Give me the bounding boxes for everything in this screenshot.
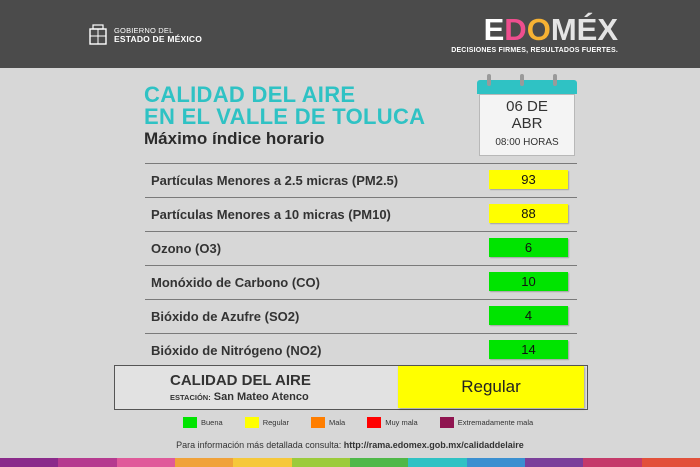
- stripe-segment: [524, 458, 584, 467]
- legend-swatch: [244, 417, 259, 428]
- pollutant-label: Bióxido de Nitrógeno (NO2): [151, 343, 322, 358]
- calendar-ring-icon: [553, 74, 557, 86]
- gov-line2: ESTADO DE MÉXICO: [114, 34, 203, 44]
- calendar-hour: 08:00 HORAS: [495, 137, 559, 148]
- pollutant-value: 88: [489, 204, 568, 223]
- air-quality-summary: CALIDAD DEL AIRE ESTACIÓN: San Mateo Ate…: [114, 365, 588, 410]
- footer-prefix: Para información más detallada consulta:: [176, 440, 342, 450]
- pollutant-row: Monóxido de Carbono (CO) 10: [145, 265, 577, 299]
- legend-label: Extremadamente mala: [457, 418, 534, 427]
- calendar-day: 06 DE: [506, 98, 548, 115]
- pollutant-label: Ozono (O3): [151, 241, 222, 256]
- pollutant-value: 10: [489, 272, 568, 291]
- stripe-segment: [116, 458, 175, 467]
- legend-label: Muy mala: [385, 418, 418, 427]
- gov-line1: GOBIERNO DEL: [114, 26, 174, 35]
- pollutant-row: Partículas Menores a 2.5 micras (PM2.5) …: [145, 163, 577, 197]
- header-bar: GOBIERNO DEL ESTADO DE MÉXICO EDOMÉX DEC…: [0, 0, 700, 68]
- title-line1: CALIDAD DEL AIRE: [144, 82, 356, 107]
- pollutant-row: Bióxido de Azufre (SO2) 4: [145, 299, 577, 333]
- legend-swatch: [367, 417, 382, 428]
- pollutant-row: Bióxido de Nitrógeno (NO2) 14: [145, 333, 577, 367]
- legend-item: Muy mala: [367, 417, 418, 428]
- pollutant-value: 93: [489, 170, 568, 189]
- state-crest-icon: [89, 24, 107, 45]
- stripe-segment: [349, 458, 409, 467]
- stripe-segment: [0, 458, 59, 467]
- calendar-header: [477, 80, 577, 94]
- legend-item: Buena: [183, 417, 223, 428]
- footer-info: Para información más detallada consulta:…: [0, 440, 700, 450]
- pollutant-value: 6: [489, 238, 568, 257]
- pollutant-row: Partículas Menores a 10 micras (PM10) 88: [145, 197, 577, 231]
- color-stripe: [0, 458, 700, 467]
- legend-swatch: [439, 417, 454, 428]
- pollutant-value: 4: [489, 306, 568, 325]
- legend-label: Buena: [201, 418, 223, 427]
- brand-letter-d: D: [504, 12, 527, 47]
- stripe-segment: [583, 458, 642, 467]
- station-name: San Mateo Atenco: [213, 391, 309, 403]
- calendar-ring-icon: [520, 74, 524, 86]
- quality-legend: Buena Regular Mala Muy mala Extremadamen…: [183, 417, 533, 428]
- legend-item: Regular: [244, 417, 289, 428]
- edomex-wordmark: EDOMÉX: [451, 14, 618, 46]
- brand-letter-o: O: [526, 12, 551, 47]
- edomex-logo: EDOMÉX DECISIONES FIRMES, RESULTADOS FUE…: [451, 14, 618, 55]
- stripe-segment: [466, 458, 525, 467]
- brand-tagline: DECISIONES FIRMES, RESULTADOS FUERTES.: [451, 47, 618, 54]
- brand-letters-mex: MÉX: [550, 12, 618, 47]
- government-name: GOBIERNO DEL ESTADO DE MÉXICO: [114, 26, 202, 44]
- page-title: CALIDAD DEL AIRE EN EL VALLE DE TOLUCA M…: [144, 84, 425, 149]
- calendar-body: 06 DE ABR 08:00 HORAS: [479, 94, 575, 156]
- pollutant-value: 14: [489, 340, 568, 359]
- pollutant-label: Bióxido de Azufre (SO2): [151, 309, 300, 324]
- stripe-segment: [58, 458, 117, 467]
- stripe-segment: [408, 458, 467, 467]
- government-logo: GOBIERNO DEL ESTADO DE MÉXICO: [88, 24, 202, 46]
- pollutant-table: Partículas Menores a 2.5 micras (PM2.5) …: [145, 163, 577, 367]
- title-line2: EN EL VALLE DE TOLUCA: [144, 104, 426, 129]
- brand-letter-e: E: [483, 12, 505, 47]
- pollutant-label: Partículas Menores a 10 micras (PM10): [151, 207, 391, 222]
- stripe-segment: [174, 458, 234, 467]
- legend-label: Mala: [328, 418, 346, 427]
- pollutant-row: Ozono (O3) 6: [145, 231, 577, 265]
- station-label: ESTACIÓN:: [170, 393, 211, 402]
- legend-item: Mala: [310, 417, 346, 428]
- legend-swatch: [310, 417, 325, 428]
- stripe-segment: [641, 458, 700, 467]
- quality-badge: Regular: [398, 366, 584, 408]
- legend-item: Extremadamente mala: [439, 417, 534, 428]
- stripe-segment: [233, 458, 292, 467]
- date-calendar: 06 DE ABR 08:00 HORAS: [477, 74, 577, 156]
- calendar-ring-icon: [487, 74, 491, 86]
- stripe-segment: [291, 458, 350, 467]
- summary-title: CALIDAD DEL AIRE: [170, 372, 311, 389]
- legend-swatch: [183, 417, 197, 428]
- title-subtitle: Máximo índice horario: [144, 129, 325, 148]
- station-info: ESTACIÓN: San Mateo Atenco: [170, 391, 309, 403]
- footer-link[interactable]: http://rama.edomex.gob.mx/calidaddelaire: [343, 440, 524, 450]
- pollutant-label: Partículas Menores a 2.5 micras (PM2.5): [151, 173, 399, 188]
- calendar-month: ABR: [511, 115, 543, 132]
- pollutant-label: Monóxido de Carbono (CO): [151, 275, 320, 290]
- legend-label: Regular: [262, 418, 289, 427]
